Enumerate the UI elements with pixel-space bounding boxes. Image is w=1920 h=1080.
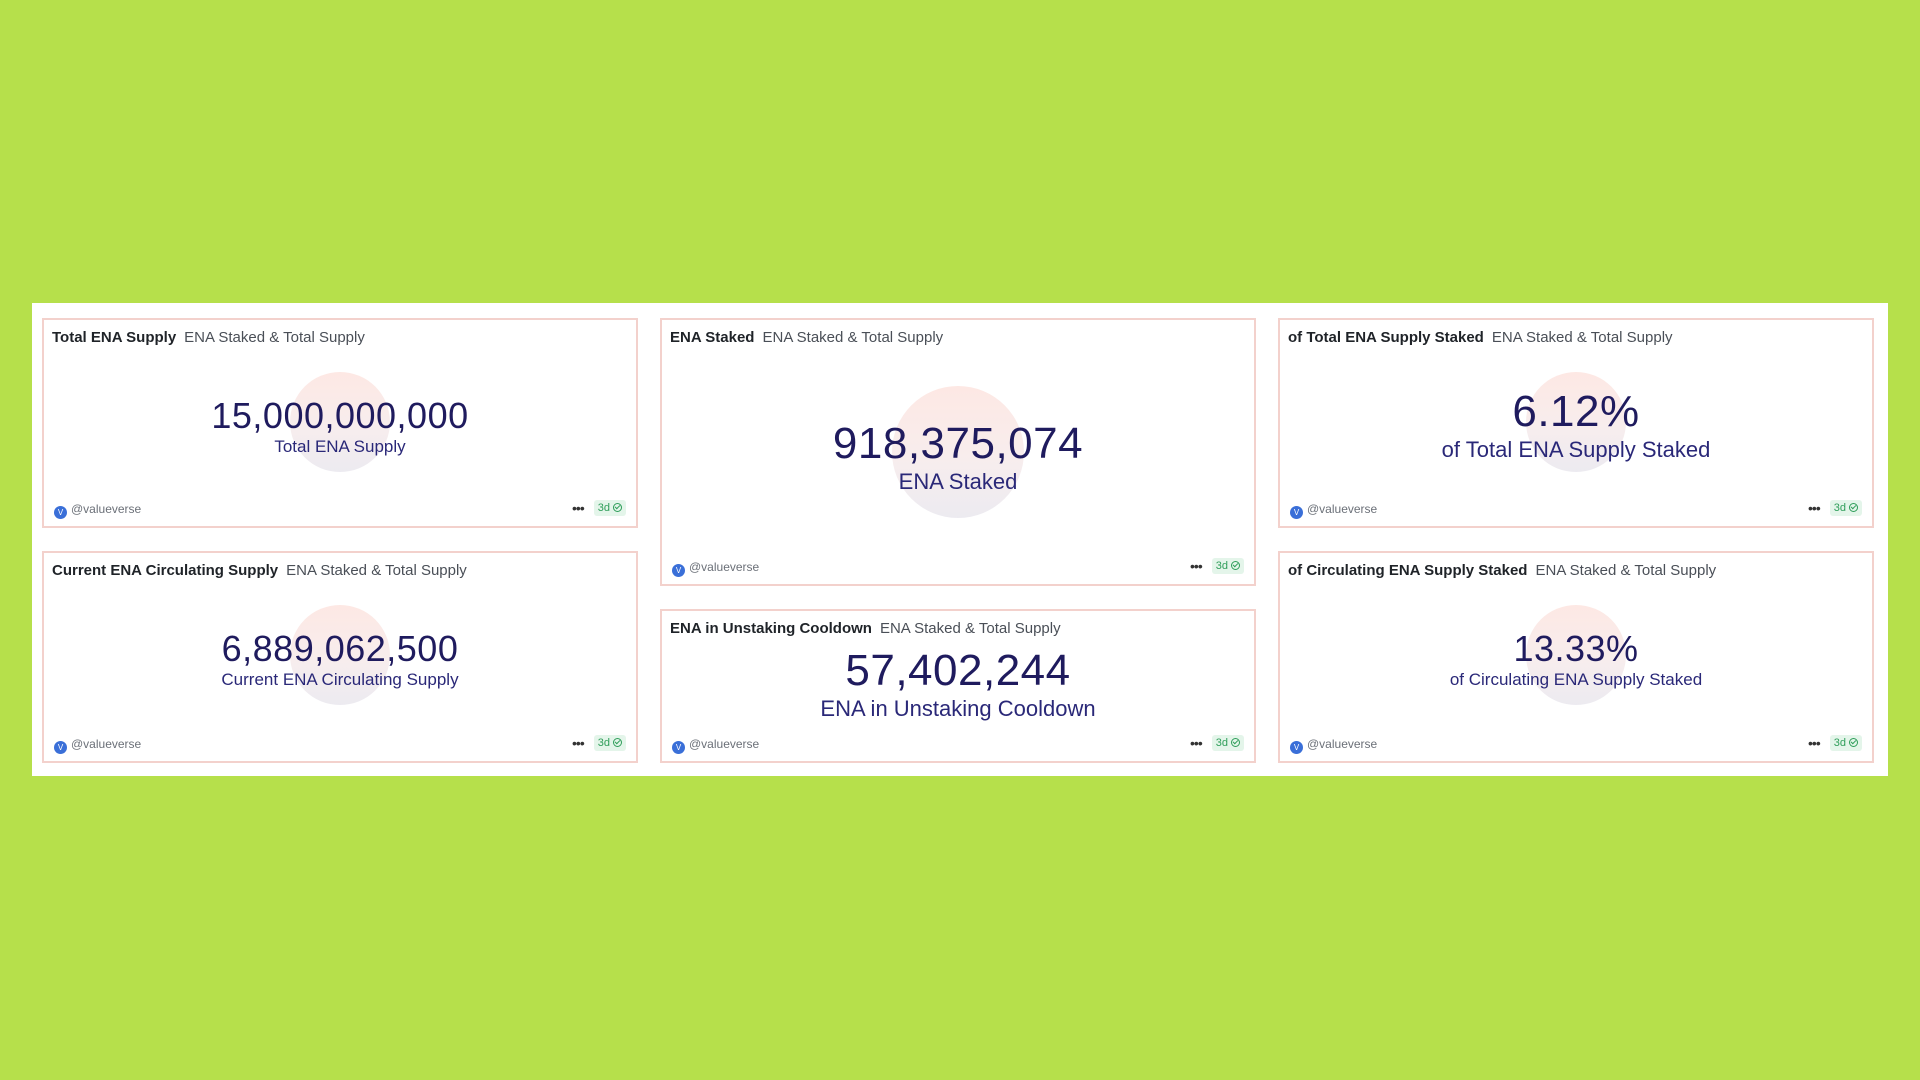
author-link[interactable]: V @valueverse [54,735,141,754]
author-name: @valueverse [689,560,760,574]
counter-label: of Total ENA Supply Staked [1441,437,1711,462]
freshness-badge[interactable]: 3d [1211,735,1244,751]
more-horizontal-icon[interactable]: ••• [1190,558,1203,574]
check-circle-icon [613,503,622,512]
counter-value: 57,402,244 [845,646,1071,695]
freshness-text: 3d [1215,560,1228,572]
card-title[interactable]: Total ENA Supply [52,329,177,346]
decorative-circle [892,386,1024,518]
decorative-circle [1526,605,1626,705]
decorative-circle [290,605,390,705]
valueverse-avatar-icon: V [1290,741,1303,754]
valueverse-avatar-icon: V [54,506,67,519]
counter-card-circulating-staked-pct[interactable]: of Circulating ENA Supply Staked ENA Stak… [1278,551,1874,763]
author-link[interactable]: V @valueverse [54,500,141,519]
valueverse-avatar-icon: V [672,741,685,754]
counter-label: of Circulating ENA Supply Staked [1449,670,1703,689]
more-horizontal-icon[interactable]: ••• [1808,735,1821,751]
counter-value: 15,000,000,000 [211,395,469,436]
decorative-circle [1526,372,1626,472]
counter-card-unstaking-cooldown[interactable]: ENA in Unstaking Cooldown ENA Staked & To… [660,609,1256,763]
author-link[interactable]: V @valueverse [672,558,759,577]
decorative-circle [290,372,390,472]
card-header: of Circulating ENA Supply Staked ENA Stak… [1288,561,1716,581]
card-title[interactable]: ENA Staked [670,329,755,346]
author-name: @valueverse [689,737,760,751]
freshness-badge[interactable]: 3d [1829,735,1862,751]
freshness-badge[interactable]: 3d [1829,500,1862,516]
counter-card-total-staked-pct[interactable]: of Total ENA Supply Staked ENA Staked & T… [1278,318,1874,528]
card-title[interactable]: of Circulating ENA Supply Staked [1288,562,1528,579]
card-title[interactable]: Current ENA Circulating Supply [52,562,279,579]
author-link[interactable]: V @valueverse [1290,735,1377,754]
card-subtitle[interactable]: ENA Staked & Total Supply [879,620,1061,637]
counter-label: Total ENA Supply [274,437,406,456]
card-footer: V @valueverse ••• 3d [54,500,626,519]
more-horizontal-icon[interactable]: ••• [572,735,585,751]
counter-label: Current ENA Circulating Supply [221,670,459,689]
counter-value: 13.33% [1513,628,1639,669]
freshness-badge[interactable]: 3d [593,735,626,751]
card-header: ENA in Unstaking Cooldown ENA Staked & To… [670,619,1061,639]
dashboard-board: Total ENA Supply ENA Staked & Total Suppl… [32,303,1888,776]
card-title[interactable]: of Total ENA Supply Staked [1288,329,1484,346]
check-circle-icon [1849,738,1858,747]
card-subtitle[interactable]: ENA Staked & Total Supply [1491,329,1673,346]
counter-value: 918,375,074 [832,419,1084,468]
check-circle-icon [613,738,622,747]
valueverse-avatar-icon: V [672,564,685,577]
more-horizontal-icon[interactable]: ••• [572,500,585,516]
author-name: @valueverse [1307,502,1378,516]
author-link[interactable]: V @valueverse [1290,500,1377,519]
card-subtitle[interactable]: ENA Staked & Total Supply [762,329,944,346]
card-footer: V @valueverse ••• 3d [54,735,626,754]
card-header: Total ENA Supply ENA Staked & Total Suppl… [52,328,365,348]
check-circle-icon [1231,561,1240,570]
card-header: Current ENA Circulating Supply ENA Staked… [52,561,467,581]
counter-value: 6.12% [1512,387,1640,436]
more-horizontal-icon[interactable]: ••• [1808,500,1821,516]
counter-label: ENA Staked [898,469,1018,494]
freshness-text: 3d [1833,737,1846,749]
valueverse-avatar-icon: V [1290,506,1303,519]
card-subtitle[interactable]: ENA Staked & Total Supply [1535,562,1717,579]
counter-value: 6,889,062,500 [221,628,459,669]
card-header: of Total ENA Supply Staked ENA Staked & T… [1288,328,1673,348]
counter-card-ena-staked[interactable]: ENA Staked ENA Staked & Total Supply 918,… [660,318,1256,586]
author-name: @valueverse [71,502,142,516]
author-name: @valueverse [71,737,142,751]
author-link[interactable]: V @valueverse [672,735,759,754]
card-footer: V @valueverse ••• 3d [1290,500,1862,519]
freshness-text: 3d [597,737,610,749]
card-subtitle[interactable]: ENA Staked & Total Supply [286,562,467,579]
counter-label: ENA in Unstaking Cooldown [820,696,1096,721]
more-horizontal-icon[interactable]: ••• [1190,735,1203,751]
check-circle-icon [1231,738,1240,747]
card-footer: V @valueverse ••• 3d [1290,735,1862,754]
freshness-badge[interactable]: 3d [593,500,626,516]
freshness-text: 3d [1215,737,1228,749]
counter-card-circulating-supply[interactable]: Current ENA Circulating Supply ENA Staked… [42,551,638,763]
card-subtitle[interactable]: ENA Staked & Total Supply [184,329,365,346]
counter-card-total-supply[interactable]: Total ENA Supply ENA Staked & Total Suppl… [42,318,638,528]
freshness-text: 3d [1833,502,1846,514]
card-footer: V @valueverse ••• 3d [672,558,1244,577]
check-circle-icon [1849,503,1858,512]
author-name: @valueverse [1307,737,1378,751]
card-header: ENA Staked ENA Staked & Total Supply [670,328,943,348]
card-title[interactable]: ENA in Unstaking Cooldown [670,620,872,637]
valueverse-avatar-icon: V [54,741,67,754]
freshness-text: 3d [597,502,610,514]
card-footer: V @valueverse ••• 3d [672,735,1244,754]
freshness-badge[interactable]: 3d [1211,558,1244,574]
